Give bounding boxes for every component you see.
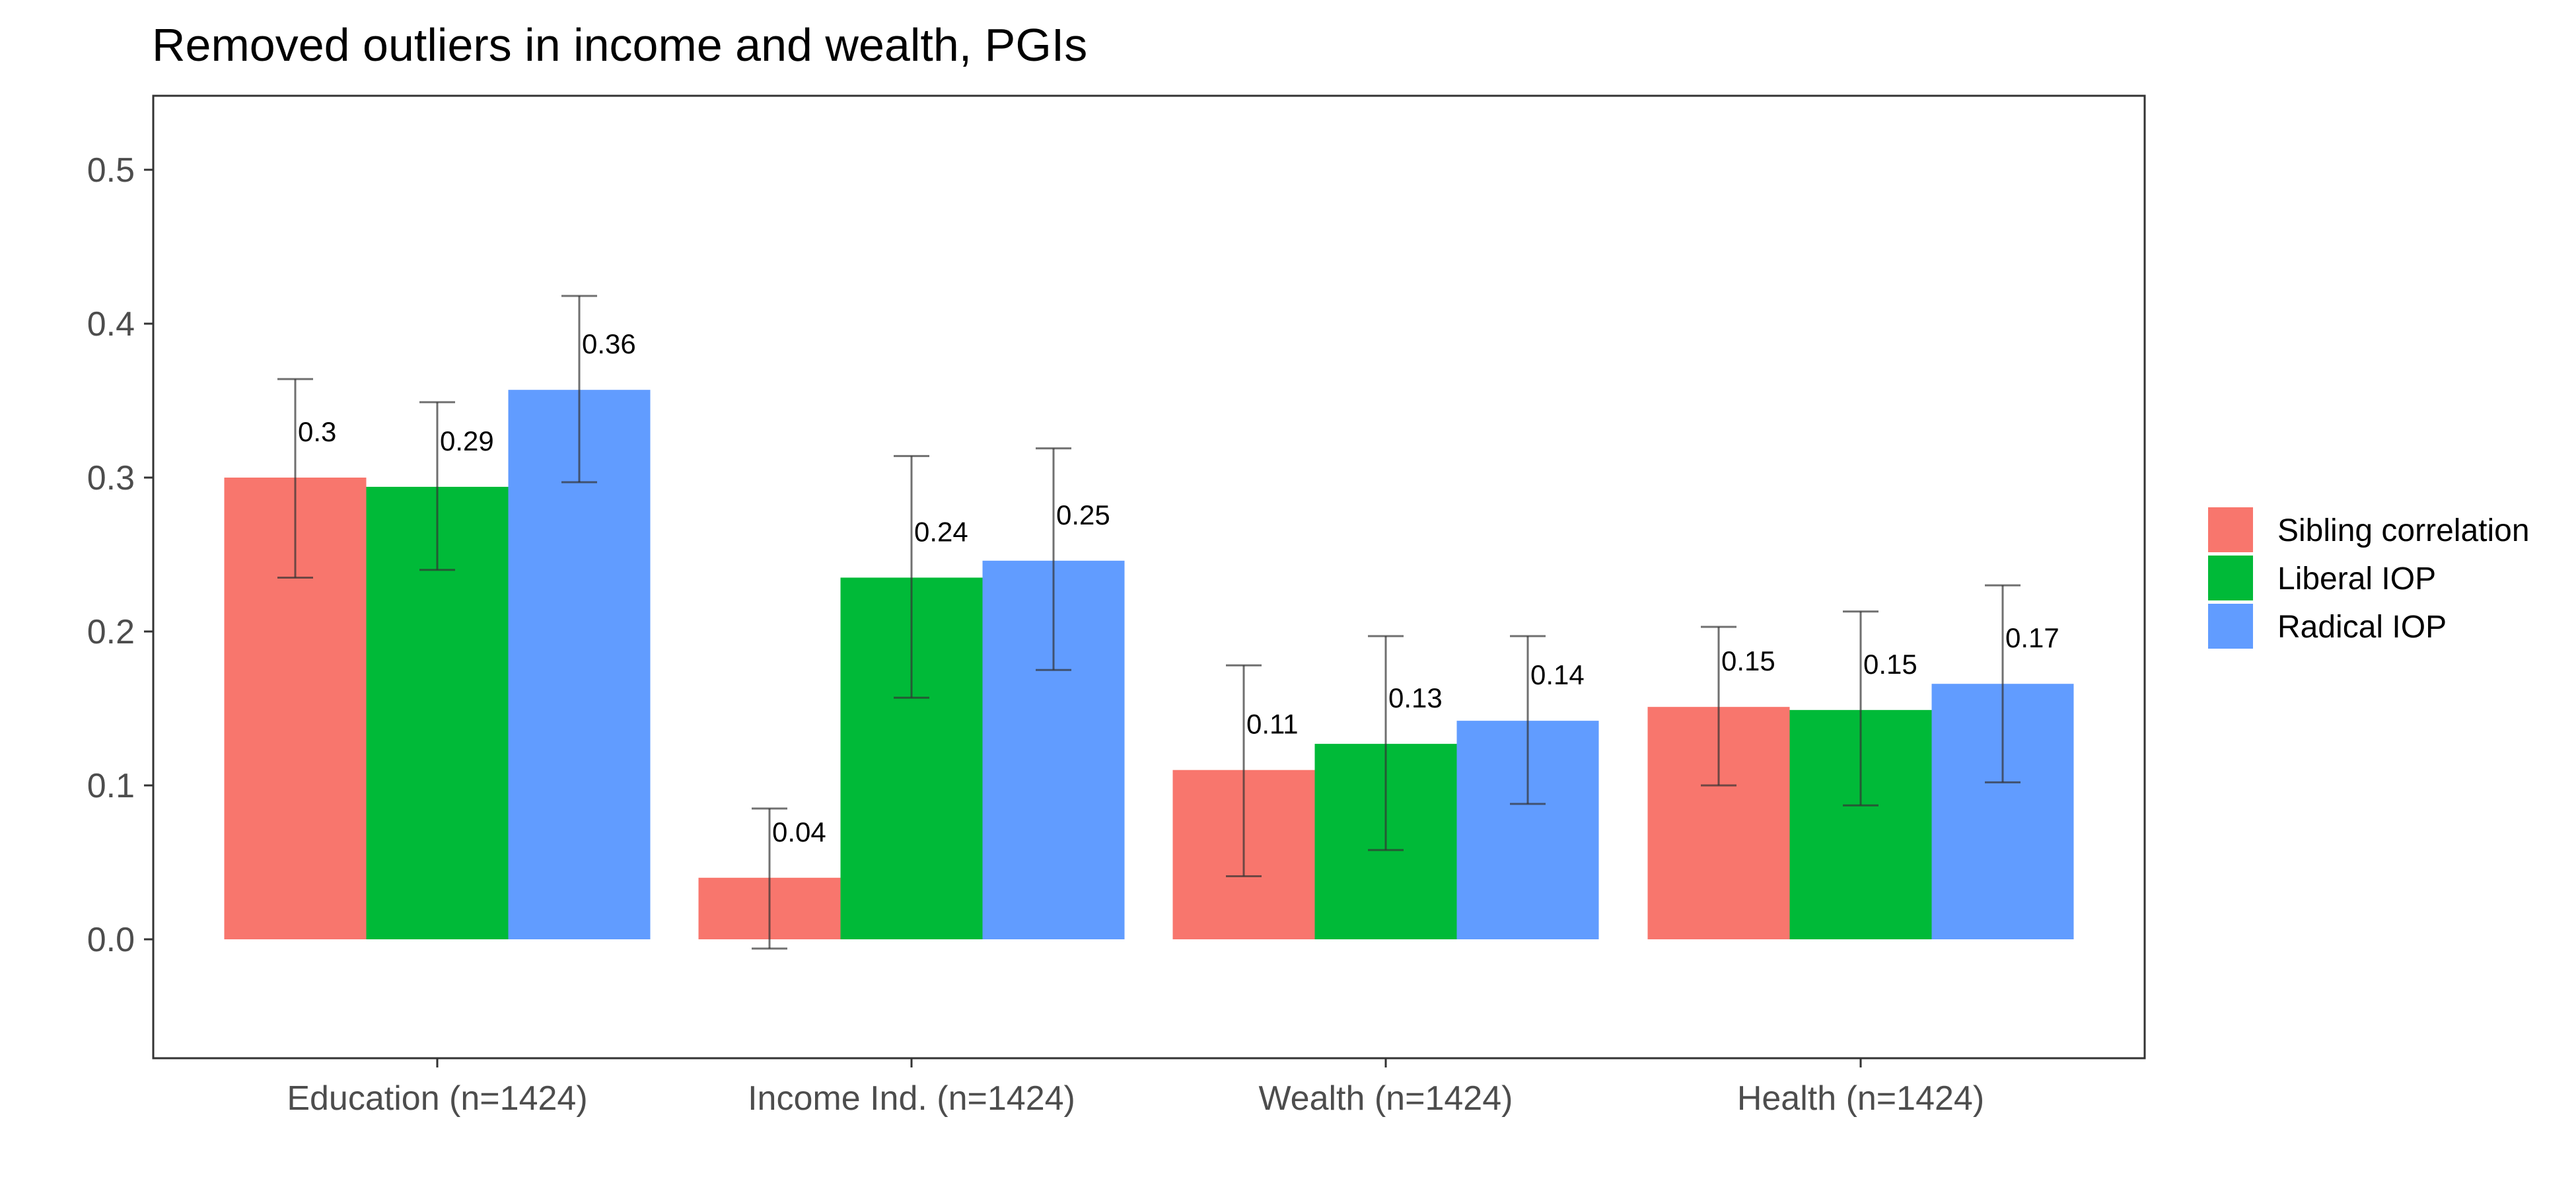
data-label: 0.13 xyxy=(1388,682,1443,713)
error-bar xyxy=(1701,626,1736,787)
y-tick-label: 0.4 xyxy=(87,305,135,343)
plot-panel-border xyxy=(152,94,2146,1060)
error-bar xyxy=(1510,635,1546,805)
x-axis: Education (n=1424) Income Ind. (n=1424) We… xyxy=(287,1058,1984,1118)
data-label: 0.14 xyxy=(1530,659,1585,690)
error-bar xyxy=(419,401,455,571)
x-tick-label: Wealth (n=1424) xyxy=(1259,1079,1513,1118)
x-tick-label: Income Ind. (n=1424) xyxy=(748,1079,1075,1118)
y-tick-label: 0.0 xyxy=(87,921,135,959)
y-tick-label: 0.3 xyxy=(87,459,135,497)
legend-key xyxy=(2208,556,2253,600)
bars xyxy=(224,390,2074,939)
error-bar xyxy=(1985,584,2021,783)
error-bar xyxy=(1036,447,1071,671)
data-label: 0.17 xyxy=(2005,622,2059,653)
error-bars xyxy=(277,295,2021,950)
error-bar xyxy=(1368,635,1404,851)
y-tick-label: 0.1 xyxy=(87,767,135,805)
legend-key xyxy=(2208,507,2253,552)
data-label: 0.24 xyxy=(914,516,968,547)
legend-label: Radical IOP xyxy=(2277,610,2447,645)
y-tick-label: 0.5 xyxy=(87,151,135,190)
legend-item: Radical IOP xyxy=(2208,604,2447,649)
error-bar xyxy=(1843,610,1878,807)
chart-title: Removed outliers in income and wealth, P… xyxy=(152,19,1087,71)
data-label: 0.36 xyxy=(582,328,636,359)
legend: Sibling correlation Liberal IOP Radical IO… xyxy=(2208,507,2530,649)
x-tick-label: Health (n=1424) xyxy=(1737,1079,1984,1118)
legend-label: Liberal IOP xyxy=(2277,561,2436,596)
data-label: 0.25 xyxy=(1056,499,1110,530)
error-bar xyxy=(277,378,313,579)
legend-item: Liberal IOP xyxy=(2208,556,2436,600)
data-labels: 0.3 0.29 0.36 0.04 0.24 0.25 0.11 0.13 0.14 0.15 0… xyxy=(298,328,2059,847)
legend-label: Sibling correlation xyxy=(2277,513,2530,548)
y-axis: 0.0 0.1 0.2 0.3 0.4 0.5 xyxy=(87,151,153,959)
data-label: 0.15 xyxy=(1721,645,1775,676)
error-bar xyxy=(1226,664,1262,877)
data-label: 0.04 xyxy=(772,816,826,847)
data-label: 0.29 xyxy=(440,425,494,456)
legend-item: Sibling correlation xyxy=(2208,507,2530,552)
x-tick-label: Education (n=1424) xyxy=(287,1079,587,1118)
data-label: 0.15 xyxy=(1863,649,1917,680)
error-bar xyxy=(752,807,787,950)
error-bar xyxy=(561,295,597,484)
error-bar xyxy=(894,454,929,699)
data-label: 0.3 xyxy=(298,416,336,447)
y-tick-label: 0.2 xyxy=(87,613,135,651)
legend-key xyxy=(2208,604,2253,649)
data-label: 0.11 xyxy=(1246,709,1299,740)
